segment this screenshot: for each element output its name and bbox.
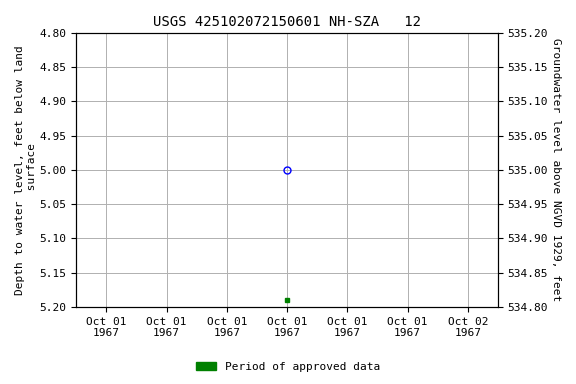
- Y-axis label: Groundwater level above NGVD 1929, feet: Groundwater level above NGVD 1929, feet: [551, 38, 561, 301]
- Y-axis label: Depth to water level, feet below land
 surface: Depth to water level, feet below land su…: [15, 45, 37, 295]
- Legend: Period of approved data: Period of approved data: [191, 358, 385, 377]
- Title: USGS 425102072150601 NH-SZA   12: USGS 425102072150601 NH-SZA 12: [153, 15, 421, 29]
